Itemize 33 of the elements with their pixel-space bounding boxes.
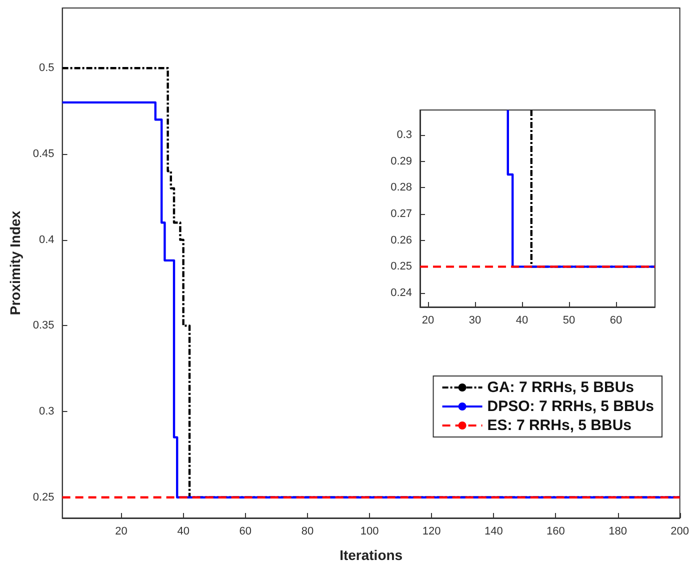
legend-label: DPSO: 7 RRHs, 5 BBUs: [487, 398, 654, 415]
y-tick-label: 0.26: [390, 234, 412, 246]
legend-label: GA: 7 RRHs, 5 BBUs: [487, 379, 634, 396]
x-tick-label: 160: [546, 526, 565, 538]
y-tick-label: 0.24: [390, 287, 412, 300]
x-tick-label: 80: [301, 526, 314, 538]
y-tick-label: 0.28: [390, 182, 412, 194]
x-tick-label: 20: [115, 526, 128, 538]
y-tick-label: 0.35: [32, 320, 54, 332]
y-tick-label: 0.29: [390, 155, 412, 168]
x-tick-label: 200: [670, 526, 690, 538]
x-axis-title: Iterations: [340, 547, 403, 563]
x-tick-label: 140: [484, 526, 503, 538]
y-tick-label: 0.45: [32, 148, 54, 160]
x-tick-label: 30: [468, 314, 482, 326]
legend-label: ES: 7 RRHs, 5 BBUs: [487, 417, 632, 434]
x-tick-label: 40: [177, 526, 190, 538]
y-tick-label: 0.25: [32, 491, 54, 504]
y-tick-label: 0.3: [396, 129, 412, 142]
x-tick-label: 60: [239, 526, 252, 538]
y-tick-label: 0.27: [390, 208, 412, 220]
y-tick-label: 0.3: [39, 406, 54, 418]
y-tick-label: 0.4: [39, 234, 54, 246]
y-tick-label: 0.5: [39, 62, 54, 74]
y-axis-title: Proximity Index: [7, 210, 23, 316]
x-tick-label: 100: [360, 526, 379, 538]
x-tick-label: 40: [516, 314, 528, 326]
x-tick-label: 120: [422, 526, 441, 538]
y-tick-label: 0.25: [390, 260, 412, 273]
x-tick-label: 50: [562, 314, 576, 326]
x-tick-label: 60: [610, 314, 622, 326]
x-tick-label: 180: [608, 526, 627, 538]
x-tick-label: 20: [422, 314, 434, 326]
